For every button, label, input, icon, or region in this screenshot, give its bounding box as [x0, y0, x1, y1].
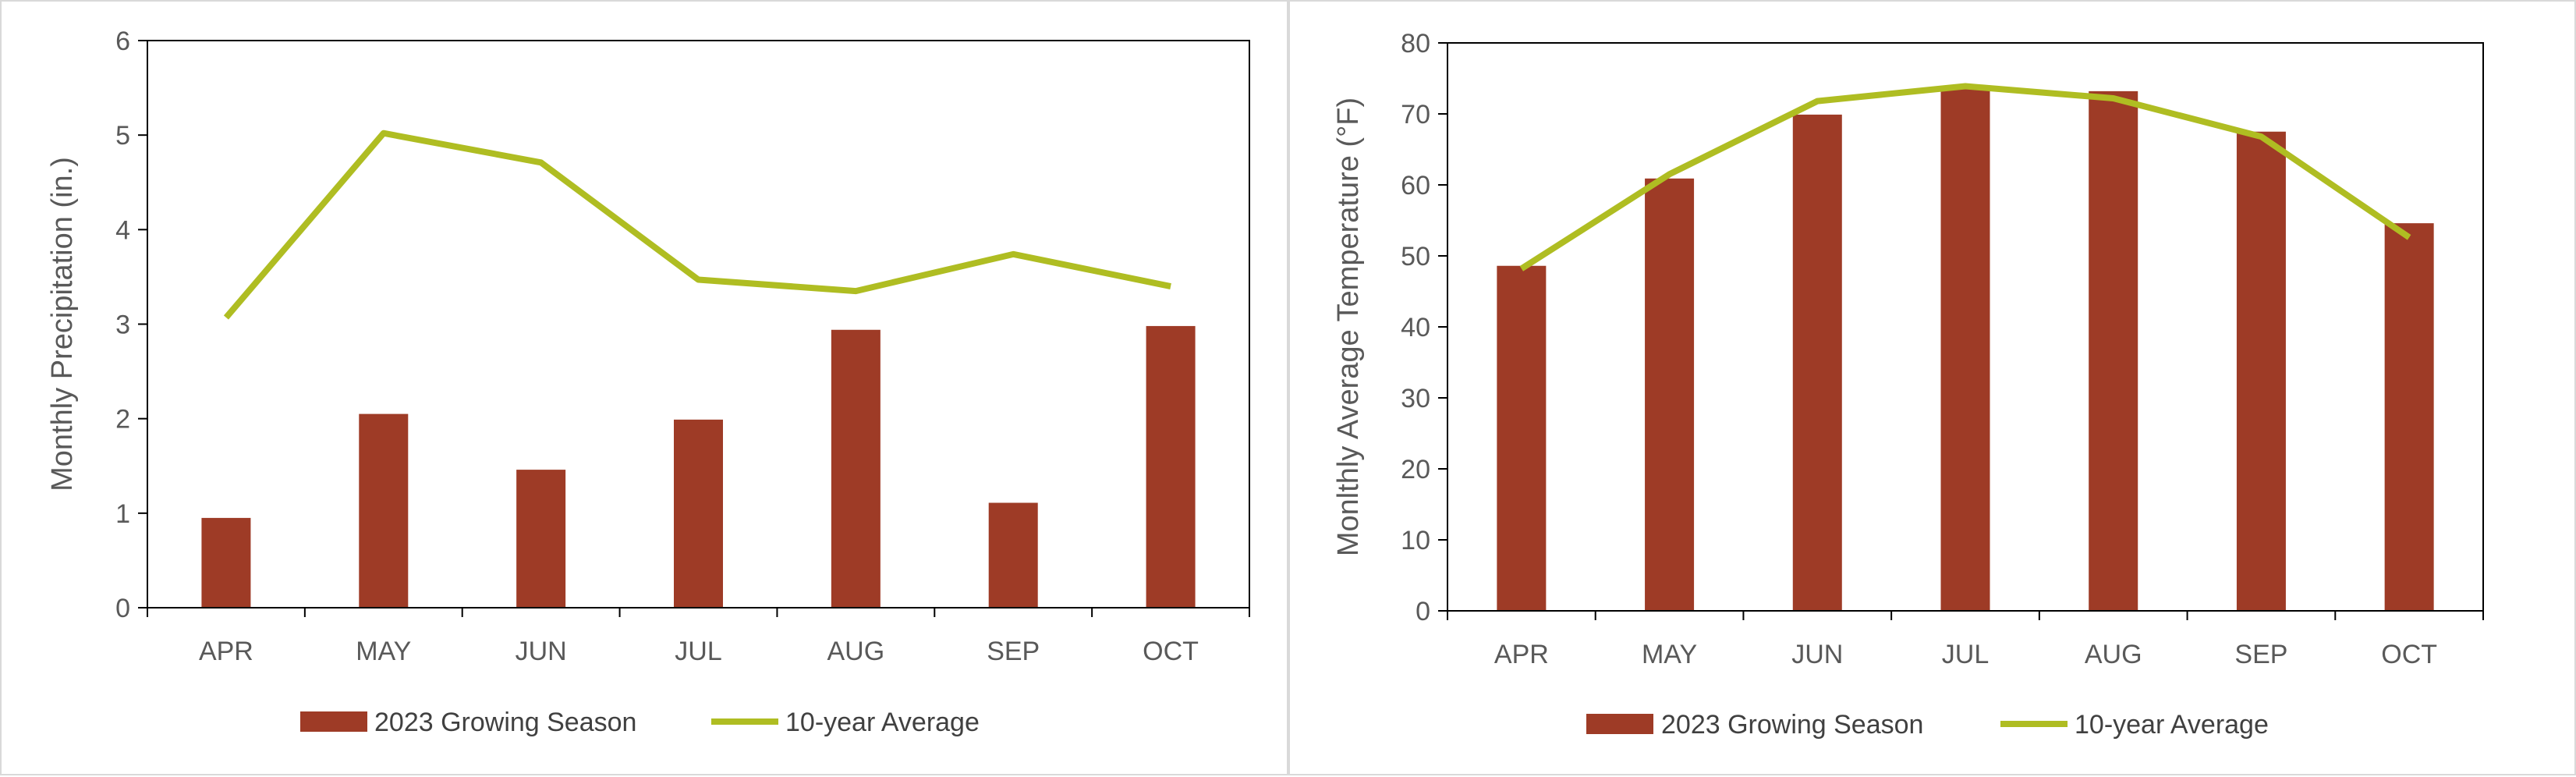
ten-year-average-line	[223, 130, 1171, 320]
y-axis-label: Monthly Precipitation (in.)	[46, 157, 79, 491]
x-tick-label-may: MAY	[356, 637, 411, 666]
x-tick-label-sep: SEP	[987, 637, 1040, 666]
legend: 2023 Growing Season 10-year Average	[1586, 710, 2269, 740]
y-tick-label: 20	[1401, 455, 1430, 484]
legend-bar-label: 2023 Growing Season	[374, 708, 636, 737]
x-tick-label-apr: APR	[1494, 640, 1549, 669]
x-tick-label-aug: AUG	[827, 637, 885, 666]
x-tick-label-jun: JUN	[1791, 640, 1843, 669]
temperature-chart: 0 10 20 30 40 50 60 70 80 APR MAY JUN JUL AUG SEP OCT Mo…	[1332, 29, 2484, 740]
x-tick-label-sep: SEP	[2234, 640, 2287, 669]
y-tick-label: 30	[1401, 384, 1430, 413]
y-tick-label: 5	[115, 121, 130, 151]
x-tick-label-oct: OCT	[2381, 640, 2437, 669]
bar-apr	[1497, 265, 1547, 611]
x-tick-label-jun: JUN	[516, 637, 567, 666]
bar-oct	[2384, 223, 2434, 611]
y-tick-label: 0	[1416, 597, 1430, 626]
y-tick-label: 3	[115, 310, 130, 340]
legend-bar-swatch	[300, 711, 367, 732]
x-tick-label-may: MAY	[1642, 640, 1697, 669]
x-tick-label-jul: JUL	[675, 637, 721, 666]
legend-line-label: 10-year Average	[2075, 710, 2269, 740]
legend-bar-label: 2023 Growing Season	[1661, 710, 1923, 740]
bar-jun	[516, 470, 566, 608]
legend-line-label: 10-year Average	[785, 708, 980, 737]
bar-may	[1645, 178, 1695, 611]
bar-jul	[674, 419, 723, 608]
x-tick-label-apr: APR	[199, 637, 253, 666]
y-tick-label: 10	[1401, 526, 1430, 555]
x-tick-label-jul: JUL	[1942, 640, 1989, 669]
y-tick-label: 4	[115, 215, 130, 245]
legend-bar-swatch	[1586, 714, 1653, 734]
y-axis-label: Monlthly Average Temperature (°F)	[1332, 98, 1365, 556]
y-tick-label: 80	[1401, 29, 1430, 59]
bar-jun	[1792, 114, 1842, 611]
bar-aug	[2089, 90, 2138, 611]
bar-oct	[1146, 325, 1196, 608]
precipitation-chart: 0 1 2 3 4 5 6 APR MAY JUN JUL AUG SEP OCT Monthly Prec…	[46, 27, 1250, 737]
y-tick-label: 1	[115, 499, 130, 529]
y-tick-label: 70	[1401, 100, 1430, 130]
x-tick-label-oct: OCT	[1143, 637, 1199, 666]
temperature-chart-panel: 0 10 20 30 40 50 60 70 80 APR MAY JUN JUL AUG SEP OCT Mo…	[1288, 0, 2576, 775]
bar-apr	[201, 517, 251, 608]
x-tick-label-aug: AUG	[2085, 640, 2142, 669]
bar-aug	[831, 329, 881, 608]
y-tick-label: 60	[1401, 171, 1430, 200]
precipitation-chart-panel: 0 1 2 3 4 5 6 APR MAY JUN JUL AUG SEP OCT Monthly Prec…	[0, 0, 1288, 775]
bar-may	[359, 413, 409, 608]
bar-sep	[2236, 131, 2286, 611]
y-tick-label: 0	[115, 594, 130, 623]
bar-sep	[988, 502, 1038, 608]
bar-jul	[1940, 89, 1990, 611]
legend: 2023 Growing Season 10-year Average	[300, 708, 980, 737]
y-tick-label: 50	[1401, 242, 1430, 271]
y-tick-label: 6	[115, 27, 130, 56]
y-tick-label: 2	[115, 405, 130, 435]
y-tick-label: 40	[1401, 313, 1430, 342]
